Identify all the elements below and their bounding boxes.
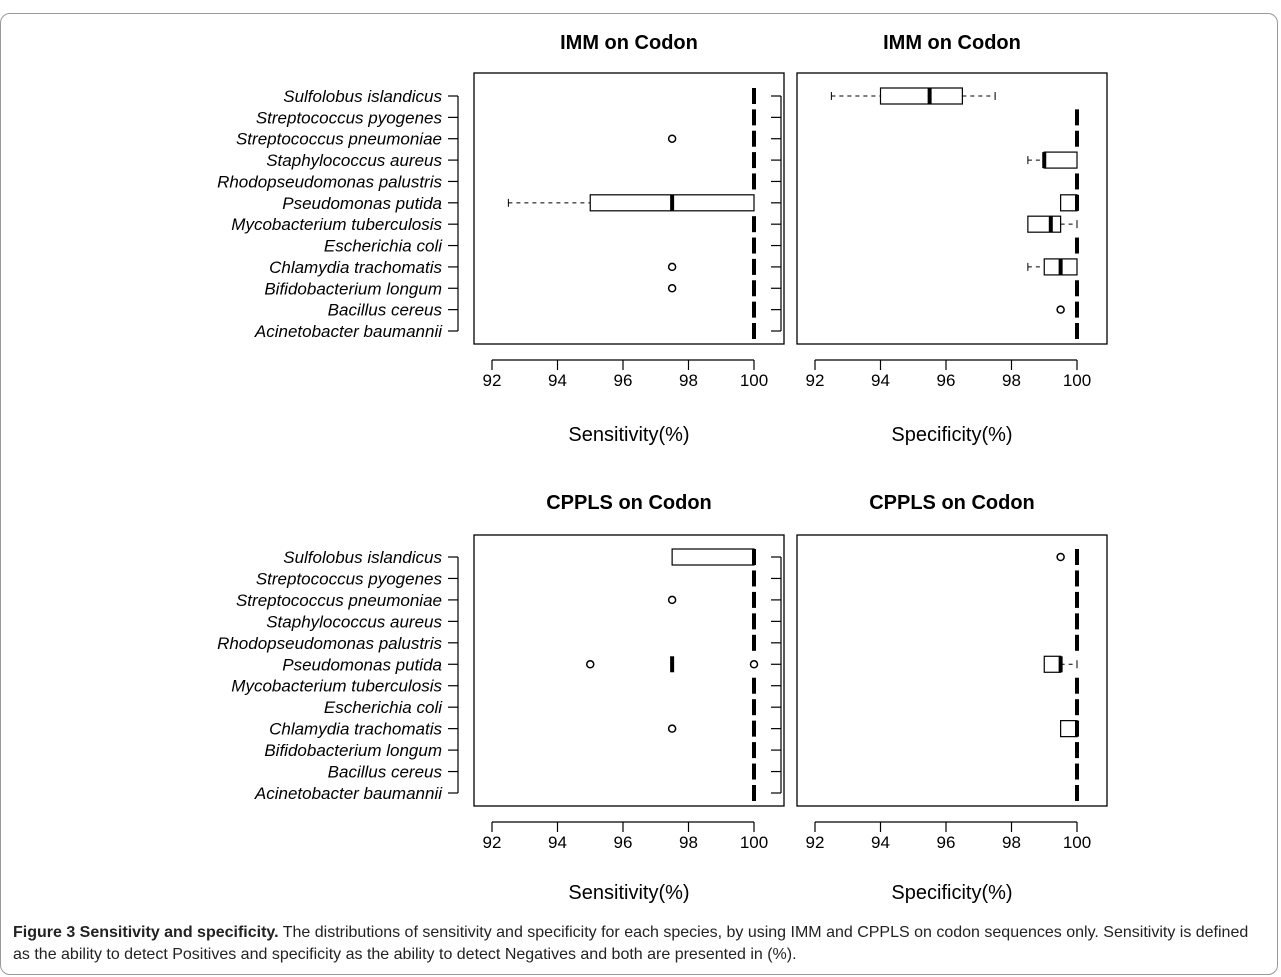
chart-panel-2: IMM on Codon 92 94 96 98 100 Specificity(%) bbox=[771, 32, 1108, 446]
x-tick-label: 96 bbox=[614, 371, 633, 390]
y-category-label: Streptococcus pyogenes bbox=[256, 569, 443, 588]
x-tick-label: 96 bbox=[614, 833, 633, 852]
outlier-point bbox=[667, 724, 677, 733]
y-category-label: Sulfolobus islandicus bbox=[283, 87, 442, 106]
box-6 bbox=[507, 194, 755, 212]
box-3 bbox=[667, 591, 756, 608]
x-tick-label: 94 bbox=[871, 371, 890, 390]
box-iqr bbox=[1043, 655, 1062, 673]
y-category-label: Pseudomonas putida bbox=[282, 194, 442, 213]
y-category-label: Bacillus cereus bbox=[328, 763, 443, 782]
x-tick-label: 92 bbox=[483, 833, 502, 852]
outlier-point bbox=[667, 262, 677, 272]
plot-frame bbox=[796, 72, 1108, 345]
y-category-label: Rhodopseudomonas palustris bbox=[217, 634, 442, 653]
y-category-label: Escherichia coli bbox=[324, 237, 443, 256]
x-axis-label: Sensitivity(%) bbox=[568, 882, 689, 904]
y-category-label: Acinetobacter baumannii bbox=[254, 784, 443, 803]
chart-panel-1: IMM on Codon 92 94 96 98 100 Sensitivity(%) Sul… bbox=[217, 32, 785, 446]
x-tick-label: 100 bbox=[1063, 371, 1091, 390]
plot-frame bbox=[473, 534, 785, 807]
y-category-label: Chlamydia trachomatis bbox=[269, 720, 442, 739]
chart-panel-4: CPPLS on Codon 92 94 96 98 100 Specificity(%) bbox=[771, 492, 1108, 904]
y-category-label: Bifidobacterium longum bbox=[264, 741, 442, 760]
x-tick-label: 98 bbox=[1002, 833, 1021, 852]
outlier-point bbox=[1056, 552, 1065, 562]
x-tick-label: 92 bbox=[806, 833, 825, 852]
box-11 bbox=[1056, 301, 1079, 318]
x-tick-label: 98 bbox=[1002, 371, 1021, 390]
x-tick-label: 96 bbox=[937, 833, 956, 852]
box-1 bbox=[671, 548, 756, 566]
x-tick-label: 94 bbox=[548, 833, 567, 852]
chart-title: IMM on Codon bbox=[560, 32, 698, 54]
box-iqr bbox=[1060, 720, 1078, 738]
x-axis-label: Sensitivity(%) bbox=[568, 424, 689, 446]
y-category-label: Escherichia coli bbox=[324, 698, 443, 717]
box-9 bbox=[667, 258, 756, 275]
box-10 bbox=[667, 280, 756, 297]
box-6 bbox=[1043, 655, 1078, 673]
y-category-label: Sulfolobus islandicus bbox=[283, 548, 442, 567]
y-category-label: Streptococcus pneumoniae bbox=[236, 591, 442, 610]
outlier-point bbox=[667, 595, 677, 605]
outlier-point bbox=[749, 660, 759, 669]
y-category-label: Mycobacterium tuberculosis bbox=[231, 215, 442, 234]
y-category-label: Streptococcus pneumoniae bbox=[236, 130, 442, 149]
box-iqr bbox=[879, 87, 963, 105]
boxplot-figure: IMM on Codon 92 94 96 98 100 Sensitivity(%) Sul… bbox=[217, 32, 1108, 904]
y-category-label: Mycobacterium tuberculosis bbox=[231, 677, 442, 696]
y-category-label: Chlamydia trachomatis bbox=[269, 258, 442, 277]
x-tick-label: 100 bbox=[1063, 833, 1091, 852]
chart-panel-3: CPPLS on Codon 92 94 96 98 100 Sensitivity(%) S… bbox=[217, 492, 785, 904]
chart-title: IMM on Codon bbox=[883, 32, 1021, 54]
x-tick-label: 100 bbox=[740, 833, 768, 852]
y-category-label: Pseudomonas putida bbox=[282, 655, 442, 674]
box-1 bbox=[1056, 549, 1079, 565]
box-7 bbox=[1027, 215, 1078, 233]
y-category-label: Bifidobacterium longum bbox=[264, 279, 442, 298]
x-tick-label: 98 bbox=[679, 371, 698, 390]
y-category-label: Rhodopseudomonas palustris bbox=[217, 172, 442, 191]
figure-frame bbox=[0, 13, 1278, 975]
box-3 bbox=[667, 130, 756, 147]
caption-label: Figure 3 Sensitivity and specificity. bbox=[13, 924, 279, 941]
box-iqr bbox=[1027, 215, 1062, 233]
chart-title: CPPLS on Codon bbox=[546, 492, 712, 514]
x-tick-label: 100 bbox=[740, 371, 768, 390]
box-1 bbox=[830, 87, 996, 105]
box-iqr bbox=[1060, 194, 1078, 212]
x-tick-label: 98 bbox=[679, 833, 698, 852]
outlier-point bbox=[1056, 305, 1065, 314]
outlier-point bbox=[586, 660, 595, 669]
plot-frame bbox=[796, 534, 1108, 807]
box-9 bbox=[1027, 258, 1078, 276]
y-category-label: Acinetobacter baumannii bbox=[254, 322, 443, 341]
box-iqr bbox=[1043, 151, 1078, 169]
box-9 bbox=[1060, 720, 1079, 738]
outlier-point bbox=[667, 134, 677, 143]
y-category-label: Streptococcus pyogenes bbox=[256, 108, 443, 127]
x-tick-label: 94 bbox=[871, 833, 890, 852]
box-9 bbox=[667, 720, 756, 737]
box-4 bbox=[1027, 151, 1078, 169]
chart-title: CPPLS on Codon bbox=[869, 492, 1035, 514]
x-axis-label: Specificity(%) bbox=[891, 882, 1012, 904]
x-tick-label: 94 bbox=[548, 371, 567, 390]
box-iqr bbox=[671, 548, 755, 566]
y-category-label: Staphylococcus aureus bbox=[266, 151, 442, 170]
x-tick-label: 92 bbox=[806, 371, 825, 390]
box-6 bbox=[586, 656, 759, 673]
figure-caption: Figure 3 Sensitivity and specificity. Th… bbox=[13, 922, 1268, 966]
plot-frame bbox=[473, 72, 785, 345]
outlier-point bbox=[667, 284, 677, 293]
y-category-label: Bacillus cereus bbox=[328, 301, 443, 320]
x-tick-label: 96 bbox=[937, 371, 956, 390]
caption-text: The distributions of sensitivity and spe… bbox=[13, 924, 1249, 963]
x-axis-label: Specificity(%) bbox=[891, 424, 1012, 446]
x-tick-label: 92 bbox=[483, 371, 502, 390]
y-category-label: Staphylococcus aureus bbox=[266, 612, 442, 631]
box-6 bbox=[1060, 194, 1079, 212]
